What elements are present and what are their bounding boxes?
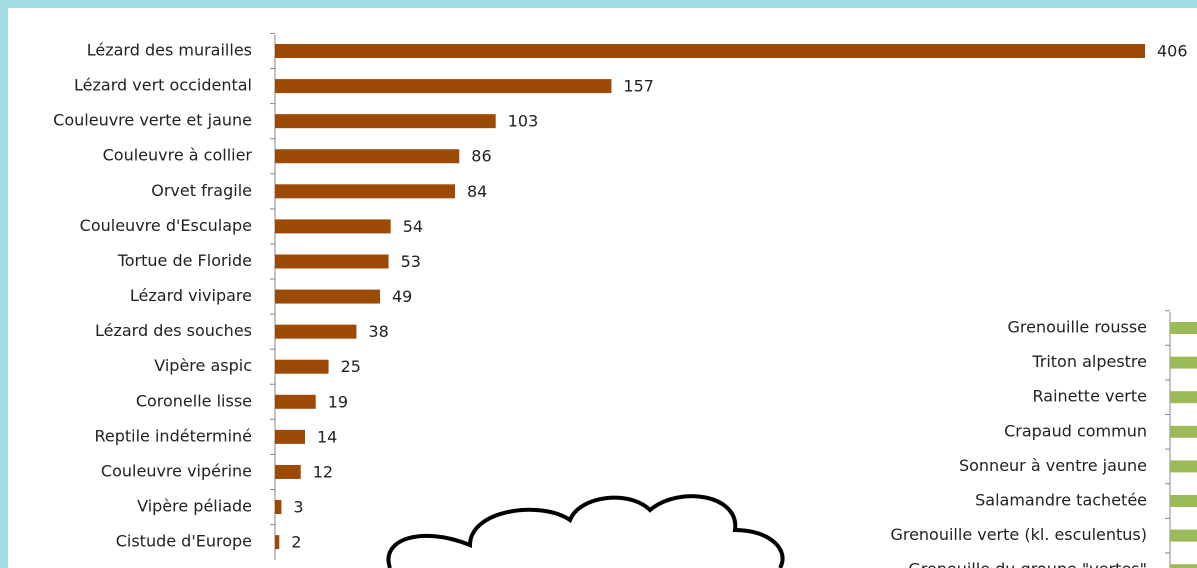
- value-label: 49: [392, 287, 412, 306]
- category-label: Grenouille rousse: [1008, 318, 1147, 337]
- bar-stub: [1170, 529, 1197, 542]
- category-label: Couleuvre vipérine: [101, 461, 252, 480]
- value-label: 12: [313, 462, 333, 481]
- value-label: 157: [623, 77, 654, 96]
- category-label: Couleuvre à collier: [103, 146, 253, 165]
- bar: [275, 359, 329, 374]
- bar: [275, 289, 380, 304]
- category-label: Lézard des murailles: [87, 41, 252, 60]
- category-label: Sonneur à ventre jaune: [959, 456, 1147, 475]
- bar: [275, 535, 280, 550]
- category-label: Lézard des souches: [95, 321, 252, 340]
- category-label: Cistude d'Europe: [116, 532, 252, 551]
- bar: [275, 324, 357, 339]
- bar-stub: [1170, 391, 1197, 404]
- category-label: Crapaud commun: [1004, 421, 1147, 440]
- category-label: Reptile indéterminé: [94, 426, 252, 445]
- bar-stub: [1170, 495, 1197, 507]
- value-label: 53: [401, 252, 421, 271]
- bar: [275, 464, 301, 479]
- category-label: Vipère aspic: [154, 356, 252, 375]
- value-label: 25: [341, 357, 361, 376]
- value-label: 406: [1157, 42, 1188, 61]
- category-label: Rainette verte: [1033, 387, 1147, 406]
- category-label: Grenouille verte (kl. esculentus): [890, 525, 1147, 544]
- value-label: 38: [368, 322, 388, 341]
- category-label: Salamandre tachetée: [975, 491, 1147, 510]
- bar-stub: [1170, 322, 1197, 334]
- value-label: 86: [471, 147, 491, 166]
- bar: [275, 79, 612, 94]
- bar-stub: [1170, 460, 1197, 473]
- value-label: 103: [508, 112, 539, 131]
- value-label: 19: [328, 392, 348, 411]
- category-label: Orvet fragile: [151, 181, 252, 200]
- category-label: Vipère péliade: [137, 497, 252, 516]
- category-label: Grenouille du groupe "vertes": [908, 560, 1147, 568]
- category-label: Tortue de Floride: [117, 251, 252, 270]
- bar: [275, 429, 305, 444]
- panel: [8, 8, 1197, 568]
- bar-stub: [1170, 564, 1197, 568]
- bar: [275, 500, 282, 515]
- category-label: Coronelle lisse: [136, 391, 252, 410]
- value-label: 14: [317, 427, 337, 446]
- bar: [275, 394, 316, 409]
- bar: [275, 114, 496, 129]
- bar-stub: [1170, 356, 1197, 369]
- bar: [275, 44, 1145, 58]
- category-label: Lézard vivipare: [130, 286, 252, 305]
- value-label: 54: [403, 217, 423, 236]
- cloud: [386, 494, 785, 568]
- value-label: 84: [467, 182, 487, 201]
- bar: [275, 254, 389, 269]
- bar: [275, 149, 460, 164]
- bar-stub: [1170, 425, 1197, 438]
- bar: [275, 219, 391, 234]
- category-label: Couleuvre d'Esculape: [80, 216, 252, 235]
- category-label: Lézard vert occidental: [74, 76, 252, 95]
- value-label: 3: [293, 498, 303, 517]
- category-label: Couleuvre verte et jaune: [53, 111, 252, 130]
- value-label: 2: [291, 533, 301, 552]
- bar: [275, 184, 455, 199]
- category-label: Triton alpestre: [1031, 352, 1147, 371]
